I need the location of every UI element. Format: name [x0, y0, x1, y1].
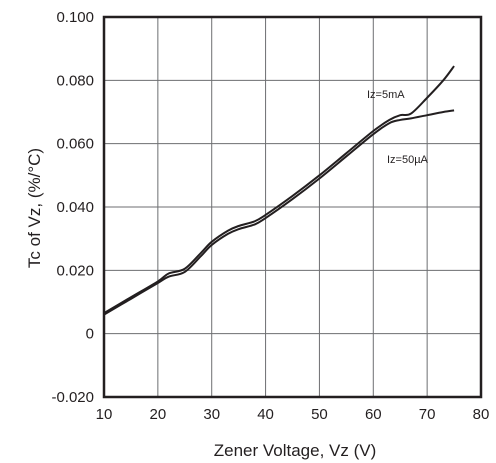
- y-tick-label-0.040: 0.040: [56, 199, 94, 216]
- y-tick-label-0.020: 0.020: [56, 262, 94, 279]
- series-group: [103, 65, 455, 316]
- x-tick-label-70: 70: [419, 406, 436, 423]
- y-tick-label-0.080: 0.080: [56, 72, 94, 89]
- y-tick-label--0.020: -0.020: [51, 389, 94, 406]
- y-tick-label-0: 0: [86, 326, 94, 343]
- grid: [104, 17, 481, 397]
- annotation-iz-5ma: Iz=5mA: [367, 89, 405, 101]
- x-tick-labels: 10 20 30 40 50 60 70 80: [96, 406, 490, 423]
- x-tick-label-30: 30: [203, 406, 220, 423]
- x-tick-label-80: 80: [473, 406, 490, 423]
- x-axis-label: Zener Voltage, Vz (V): [214, 441, 377, 460]
- series-line-iz-5ma: [103, 65, 455, 314]
- y-axis-label: Tc of Vz, (%/°C): [25, 148, 44, 268]
- x-tick-label-20: 20: [150, 406, 167, 423]
- y-tick-labels: -0.020 0 0.020 0.040 0.060 0.080 0.100: [51, 9, 94, 406]
- y-tick-label-0.060: 0.060: [56, 136, 94, 153]
- series-line-iz-50ua: [103, 109, 455, 316]
- y-tick-label-0.100: 0.100: [56, 9, 94, 26]
- x-tick-label-10: 10: [96, 406, 113, 423]
- x-tick-label-60: 60: [365, 406, 382, 423]
- plot-frame: [102, 15, 483, 399]
- annotation-iz-50ua: Iz=50µA: [387, 154, 429, 166]
- x-tick-label-50: 50: [311, 406, 328, 423]
- x-tick-label-40: 40: [257, 406, 274, 423]
